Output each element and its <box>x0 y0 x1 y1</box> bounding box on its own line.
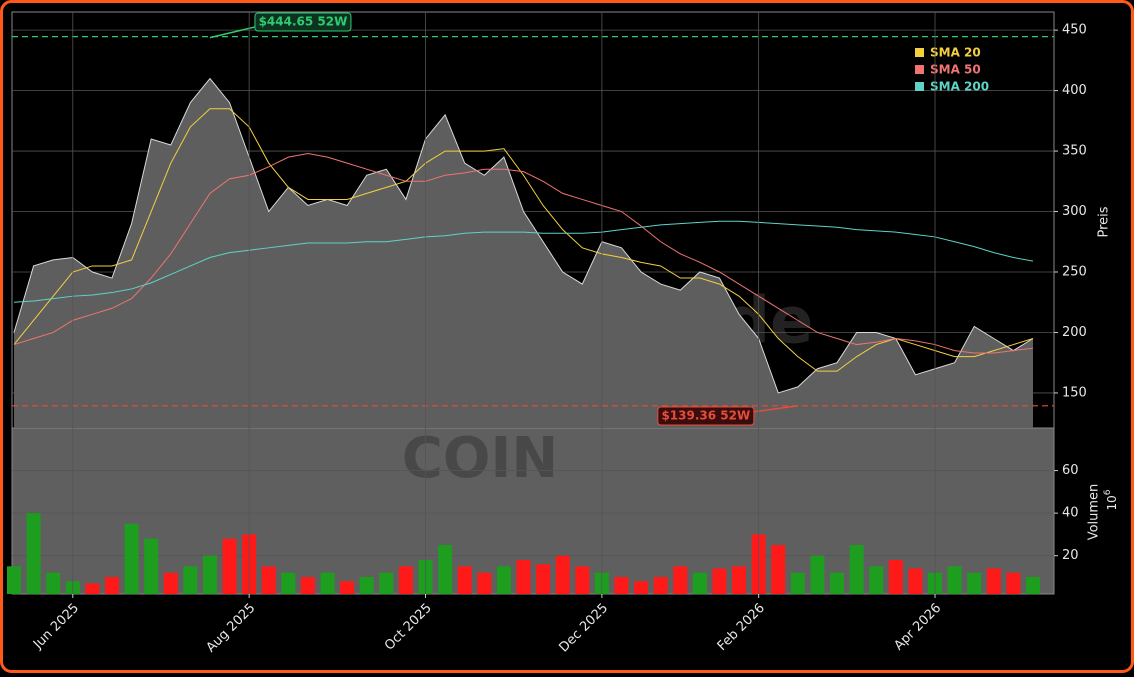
y-tick-label: 400 <box>1062 83 1087 98</box>
legend-swatch <box>915 65 924 74</box>
price-area <box>14 78 1033 428</box>
volume-bar <box>163 572 178 594</box>
volume-bar <box>26 513 41 594</box>
volume-bar <box>986 568 1001 594</box>
y-axis-label: Volumen <box>1087 484 1102 541</box>
legend-swatch <box>915 48 924 57</box>
y-tick-label: 250 <box>1062 265 1087 280</box>
volume-bar <box>692 572 707 594</box>
legend-swatch <box>915 82 924 91</box>
annotation-arrow <box>209 26 256 39</box>
volume-bar <box>300 576 315 594</box>
volume-bar <box>85 583 100 594</box>
sma-line <box>13 108 1034 372</box>
volume-bar <box>947 566 962 594</box>
volume-bar <box>222 538 237 594</box>
volume-bar <box>869 566 884 594</box>
y-scale-label: 106 <box>1103 489 1119 510</box>
sma-line <box>13 152 1034 354</box>
volume-bar <box>712 568 727 594</box>
annotation-arrow <box>752 405 798 413</box>
annotation-label: $139.36 52W <box>661 409 750 423</box>
volume-bar <box>888 559 903 594</box>
volume-bar <box>46 572 61 594</box>
volume-bar <box>477 572 492 594</box>
volume-bar <box>124 523 139 594</box>
volume-bar <box>379 572 394 594</box>
y-axis-label: Preis <box>1097 206 1112 237</box>
volume-bar <box>438 545 453 594</box>
volume-bar <box>1006 572 1021 594</box>
volume-bar <box>261 566 276 594</box>
volume-bar <box>849 545 864 594</box>
volume-bar <box>1026 576 1040 594</box>
volume-bar <box>536 564 551 594</box>
annotation-box <box>254 12 352 32</box>
sma-line <box>13 220 1034 303</box>
volume-bar <box>202 555 217 594</box>
volume-bar <box>790 572 805 594</box>
volume-bar <box>967 572 982 594</box>
annotation-label: $444.65 52W <box>259 15 348 29</box>
legend-label: SMA 20 <box>930 46 981 60</box>
volume-bar <box>810 555 825 594</box>
watermark: COIN <box>402 426 558 491</box>
y-tick-label: 200 <box>1062 325 1087 340</box>
annotation-box <box>657 406 755 426</box>
volume-bar <box>398 566 413 594</box>
volume-bar <box>673 566 688 594</box>
volume-bar <box>183 566 198 594</box>
legend-label: SMA 200 <box>930 80 989 94</box>
volume-bar <box>732 566 747 594</box>
y-tick-label: 450 <box>1062 23 1087 38</box>
y-tick-label: 60 <box>1062 463 1079 478</box>
volume-bar <box>653 576 668 594</box>
legend-label: SMA 50 <box>930 63 981 77</box>
volume-bar <box>614 576 629 594</box>
volume-bar <box>771 545 786 594</box>
volume-bar <box>340 581 355 594</box>
scale-base: 10 <box>1105 495 1119 510</box>
y-tick-label: 40 <box>1062 506 1079 521</box>
volume-bar <box>281 572 296 594</box>
volume-bar <box>555 555 570 594</box>
volume-bar <box>496 566 511 594</box>
volume-bar <box>908 568 923 594</box>
volume-bar <box>144 538 159 594</box>
price-line <box>13 77 1034 394</box>
volume-bar <box>575 566 590 594</box>
volume-bar <box>516 559 531 594</box>
volume-bar <box>7 566 21 594</box>
y-tick-label: 350 <box>1062 144 1087 159</box>
volume-bar <box>830 572 845 594</box>
scale-exponent: 6 <box>1103 489 1113 495</box>
y-tick-label: 300 <box>1062 204 1087 219</box>
volume-bar <box>320 572 335 594</box>
volume-bar <box>634 581 649 594</box>
volume-bar <box>104 576 119 594</box>
y-tick-label: 20 <box>1062 548 1079 563</box>
volume-bar <box>457 566 472 594</box>
volume-bar <box>359 576 374 594</box>
y-tick-label: 150 <box>1062 385 1087 400</box>
